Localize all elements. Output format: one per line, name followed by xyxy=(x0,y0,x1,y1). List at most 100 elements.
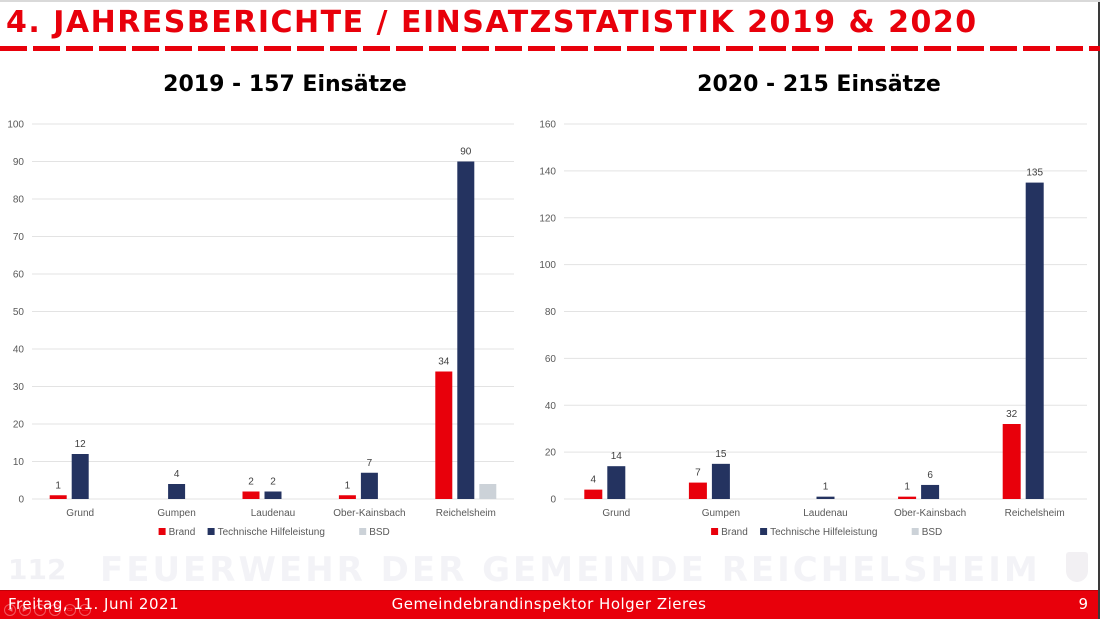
data-label: 1 xyxy=(345,480,351,491)
data-label: 2 xyxy=(248,477,254,488)
bar-technische-hilfeleistung xyxy=(360,472,378,499)
presentation-controls: ◀ ▶ ✎ ⌕ ▭ … xyxy=(4,604,91,616)
data-label: 14 xyxy=(611,451,623,462)
watermark-coat-of-arms-icon xyxy=(1066,552,1088,582)
page-number: 9 xyxy=(1078,595,1088,613)
y-tick-label: 20 xyxy=(13,420,25,431)
x-category-label: Gumpen xyxy=(157,508,195,519)
y-tick-label: 50 xyxy=(13,307,25,318)
x-category-label: Reichelsheim xyxy=(436,508,496,519)
data-label: 7 xyxy=(367,458,373,469)
bar-technische-hilfeleistung xyxy=(711,463,730,499)
bar-brand xyxy=(435,371,453,499)
slide-title: 4. JAHRESBERICHTE / EINSATZSTATISTIK 201… xyxy=(6,5,978,40)
bar-bsd xyxy=(479,484,497,499)
legend-swatch xyxy=(158,528,166,535)
watermark-text: FEUERWEHR DER GEMEINDE REICHELSHEIM xyxy=(100,550,1041,590)
bar-brand xyxy=(338,495,356,499)
bar-brand xyxy=(242,491,260,499)
bar-technische-hilfeleistung xyxy=(71,454,89,499)
y-tick-label: 60 xyxy=(13,270,25,281)
footer-author: Gemeindebrandinspektor Holger Zieres xyxy=(391,595,707,613)
data-label: 12 xyxy=(75,439,87,450)
x-category-label: Gumpen xyxy=(702,508,740,519)
legend-swatch xyxy=(760,528,768,535)
y-tick-label: 120 xyxy=(539,213,556,224)
bar-technische-hilfeleistung xyxy=(816,496,835,499)
y-tick-label: 140 xyxy=(539,166,556,177)
legend-swatch xyxy=(911,528,919,535)
data-label: 1 xyxy=(823,482,829,493)
y-tick-label: 100 xyxy=(7,120,24,131)
top-border xyxy=(0,0,1100,2)
y-tick-label: 70 xyxy=(13,232,25,243)
bar-technische-hilfeleistung xyxy=(168,484,186,499)
data-label: 2 xyxy=(270,477,276,488)
data-label: 7 xyxy=(695,468,701,479)
bar-technische-hilfeleistung xyxy=(264,491,282,499)
bar-brand xyxy=(688,482,707,499)
y-tick-label: 100 xyxy=(539,260,556,271)
bar-brand xyxy=(898,496,917,499)
bar-technische-hilfeleistung xyxy=(921,484,940,499)
data-label: 15 xyxy=(715,449,727,460)
zoom-icon[interactable]: ⌕ xyxy=(49,604,61,616)
legend-swatch xyxy=(359,528,367,535)
data-label: 1 xyxy=(55,480,61,491)
previous-icon[interactable]: ◀ xyxy=(4,604,16,616)
bar-brand xyxy=(1002,424,1021,499)
legend-label: BSD xyxy=(369,527,390,538)
y-tick-label: 60 xyxy=(545,354,557,365)
x-category-label: Grund xyxy=(602,508,630,519)
legend-label: Technische Hilfeleistung xyxy=(218,527,325,538)
y-tick-label: 40 xyxy=(13,345,25,356)
y-tick-label: 0 xyxy=(550,495,556,506)
data-label: 90 xyxy=(460,147,472,158)
bar-technische-hilfeleistung xyxy=(607,466,626,499)
bar-brand xyxy=(49,495,67,499)
more-icon[interactable]: … xyxy=(79,604,91,616)
data-label: 34 xyxy=(438,357,450,368)
subtitle-icon[interactable]: ▭ xyxy=(64,604,76,616)
y-tick-label: 160 xyxy=(539,120,556,131)
chart-title-2019: 2019 - 157 Einsätze xyxy=(163,72,407,97)
x-category-label: Laudenau xyxy=(803,508,848,519)
legend-label: Brand xyxy=(721,527,748,538)
data-label: 1 xyxy=(904,482,910,493)
bar-technische-hilfeleistung xyxy=(457,161,475,499)
legend-label: BSD xyxy=(922,527,943,538)
y-tick-label: 80 xyxy=(545,307,557,318)
chart-title-2020: 2020 - 215 Einsätze xyxy=(697,72,941,97)
bar-brand xyxy=(584,489,603,499)
y-tick-label: 10 xyxy=(13,457,25,468)
y-tick-label: 90 xyxy=(13,157,25,168)
footer-bar: Freitag, 11. Juni 2021 Gemeindebrandinsp… xyxy=(0,590,1098,619)
bar-technische-hilfeleistung xyxy=(1025,182,1044,499)
data-label: 32 xyxy=(1006,409,1018,420)
data-label: 4 xyxy=(591,475,597,486)
legend-swatch xyxy=(207,528,215,535)
bar-chart-2020: 0 20 40 60 80 100 120 140 160 Grund 4 14 Gumpen 7 15 La… xyxy=(539,120,1087,538)
data-label: 6 xyxy=(927,470,933,481)
x-category-label: Laudenau xyxy=(251,508,296,519)
x-category-label: Grund xyxy=(66,508,94,519)
y-tick-label: 80 xyxy=(13,195,25,206)
dashed-divider xyxy=(0,46,1100,51)
x-category-label: Ober-Kainsbach xyxy=(894,508,966,519)
legend-label: Brand xyxy=(169,527,196,538)
legend-swatch xyxy=(711,528,719,535)
data-label: 4 xyxy=(174,469,180,480)
next-icon[interactable]: ▶ xyxy=(19,604,31,616)
watermark-112-logo-icon: 112 xyxy=(8,553,67,586)
x-category-label: Ober-Kainsbach xyxy=(333,508,405,519)
legend-label: Technische Hilfeleistung xyxy=(770,527,877,538)
y-tick-label: 40 xyxy=(545,401,557,412)
pen-icon[interactable]: ✎ xyxy=(34,604,46,616)
y-tick-label: 0 xyxy=(18,495,24,506)
data-label: 135 xyxy=(1026,168,1043,179)
x-category-label: Reichelsheim xyxy=(1005,508,1065,519)
y-tick-label: 30 xyxy=(13,382,25,393)
y-tick-label: 20 xyxy=(545,448,557,459)
bar-chart-2019: 0102030405060708090100Grund112Gumpen4Lau… xyxy=(7,120,514,538)
